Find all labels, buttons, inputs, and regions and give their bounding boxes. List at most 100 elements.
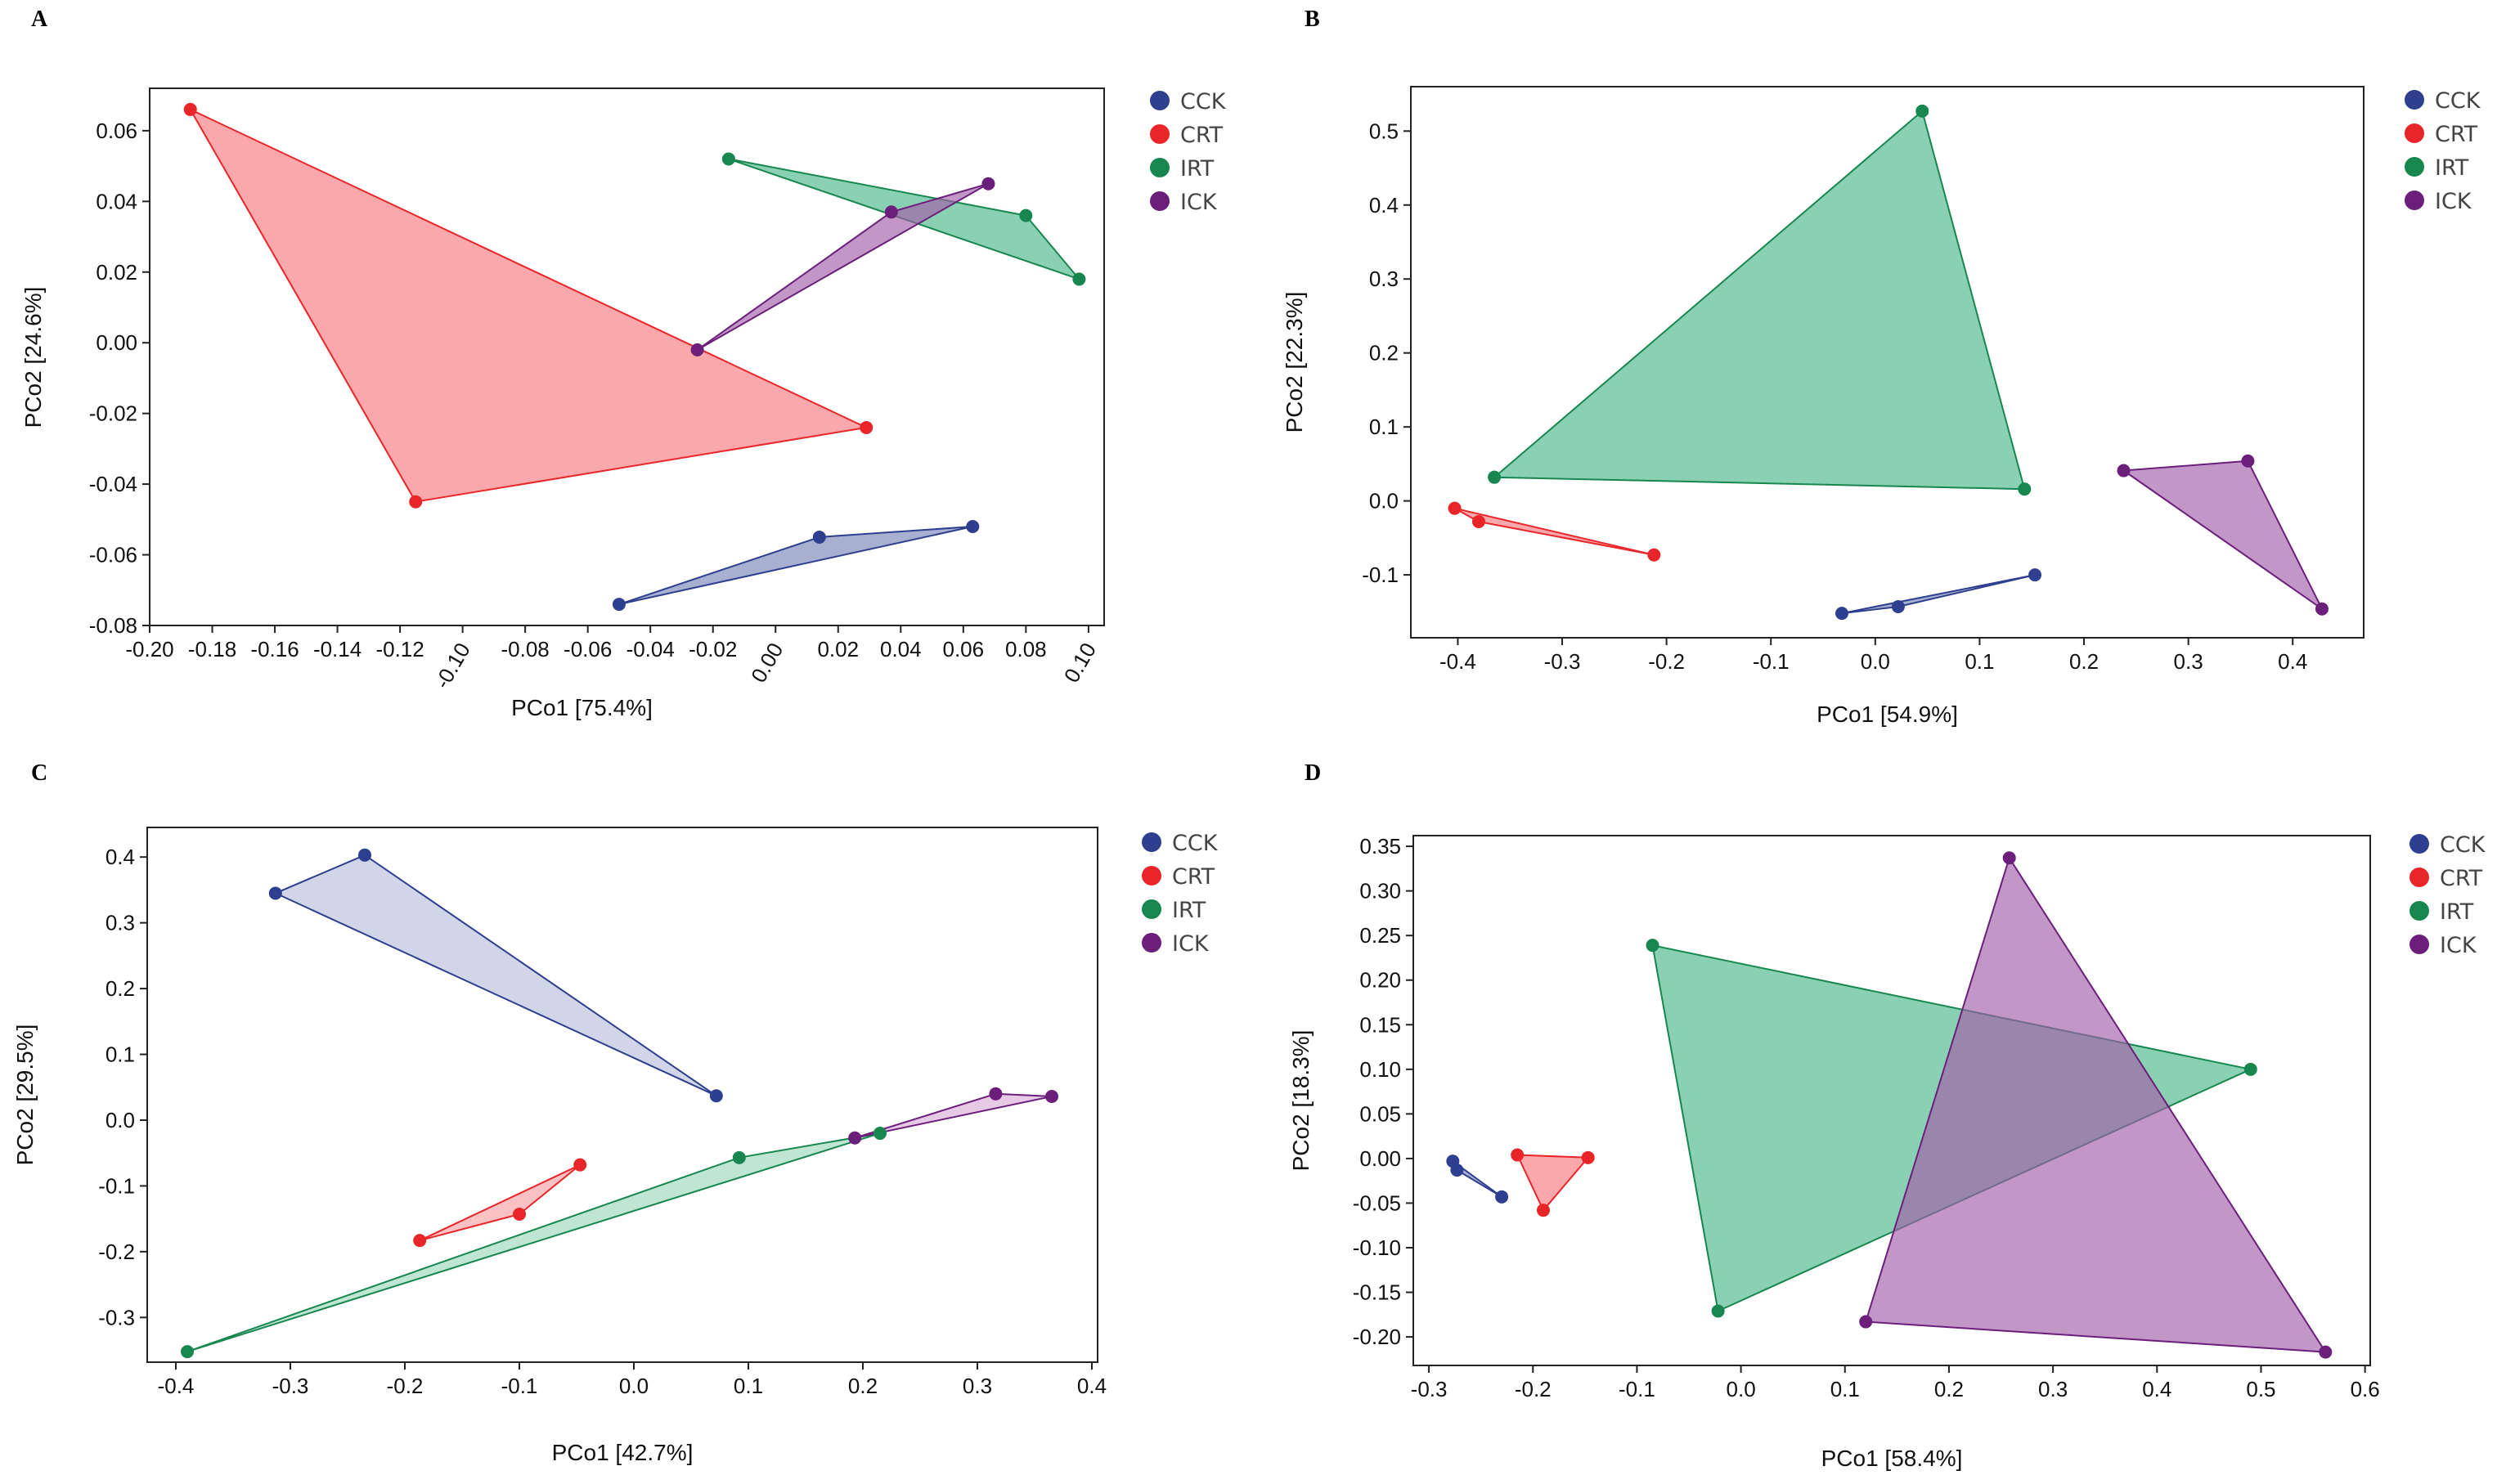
point-irt-3 [1072, 272, 1086, 286]
point-irt-2 [1711, 1304, 1725, 1318]
point-cck-2 [358, 848, 371, 862]
y-tick-label: 0.2 [106, 976, 135, 1001]
legend-label-crt: CRT [2435, 122, 2478, 147]
y-tick-label: -0.06 [89, 543, 137, 567]
legend-marker-irt [2409, 901, 2429, 921]
legend-label-ick: ICK [1172, 931, 1210, 957]
legend-marker-crt [1150, 124, 1170, 144]
y-tick-label: 0.04 [96, 189, 137, 213]
point-cck-2 [1891, 600, 1905, 614]
point-cck-3 [709, 1089, 723, 1103]
x-tick-label: 0.06 [943, 637, 985, 661]
group-hulls [1452, 857, 2327, 1353]
x-axis-label: PCo1 [42.7%] [552, 1440, 694, 1465]
y-tick-label: 0.3 [1369, 267, 1399, 291]
y-tick-label: 0.1 [1369, 415, 1399, 439]
hull-ick [854, 1092, 1053, 1139]
point-ick-2 [2241, 454, 2255, 468]
x-tick-label: 0.2 [1934, 1377, 1964, 1401]
group-points [1448, 104, 2329, 621]
legend-marker-cck [2409, 834, 2429, 854]
legend-marker-ick [2405, 191, 2424, 210]
point-cck-1 [268, 886, 282, 900]
x-tick-label: -0.18 [188, 637, 236, 661]
y-tick-label: -0.10 [1353, 1235, 1401, 1260]
legend-label-cck: CCK [1172, 831, 1219, 856]
point-cck-3 [2028, 568, 2042, 582]
y-tick-label: 0.25 [1359, 923, 1401, 948]
legend-label-cck: CCK [2440, 832, 2486, 858]
y-tick-label: -0.2 [98, 1240, 135, 1264]
x-tick-label: -0.3 [272, 1374, 309, 1398]
panel-letter: D [1305, 760, 1321, 786]
x-tick-label: 0.04 [880, 637, 922, 661]
y-tick-label: 0.00 [1359, 1146, 1401, 1171]
legend-label-crt: CRT [1172, 864, 1215, 890]
legend-label-crt: CRT [1180, 123, 1224, 148]
hull-cck [1841, 574, 2037, 615]
point-cck-2 [1450, 1163, 1464, 1177]
y-tick-label: 0.0 [1369, 489, 1399, 513]
hull-cck [618, 526, 974, 606]
y-tick-label: 0.3 [106, 911, 135, 935]
x-tick-label: -0.4 [1439, 649, 1476, 674]
point-irt-2 [1019, 208, 1033, 222]
x-tick-label: 0.4 [2142, 1377, 2171, 1401]
hull-ick [2122, 460, 2323, 610]
point-irt-1 [181, 1345, 194, 1359]
x-tick-label: -0.3 [1411, 1377, 1448, 1401]
point-crt-3 [860, 420, 874, 434]
x-tick-label: -0.1 [501, 1374, 538, 1398]
point-crt-1 [183, 102, 197, 116]
y-tick-label: 0.05 [1359, 1101, 1401, 1126]
legend-marker-ick [2409, 935, 2429, 954]
y-tick-label: -0.15 [1353, 1280, 1401, 1305]
point-crt-2 [409, 495, 423, 509]
x-tick-label: -0.06 [564, 637, 612, 661]
legend-marker-cck [1142, 832, 1161, 852]
x-tick-label: 0.3 [963, 1374, 992, 1398]
group-points [1446, 851, 2333, 1359]
x-axis-label: PCo1 [58.4%] [1821, 1446, 1963, 1471]
x-tick-label: -0.16 [250, 637, 299, 661]
y-tick-label: 0.4 [1369, 193, 1399, 217]
x-tick-label: 0.0 [619, 1374, 649, 1398]
hull-ick [1865, 857, 2327, 1353]
point-ick-1 [690, 343, 704, 356]
y-tick-label: -0.20 [1353, 1325, 1401, 1349]
point-ick-3 [2315, 602, 2329, 616]
y-tick-label: 0.06 [96, 119, 137, 143]
legend-label-cck: CCK [2435, 88, 2481, 114]
panel-b: B -0.1 0.0 0.1 0.2 0.3 0.4 0.5 -0.4 -0.3 -0.2 -0.1 0… [1282, 7, 2481, 727]
point-crt-3 [573, 1158, 587, 1172]
x-tick-label: -0.2 [387, 1374, 424, 1398]
group-hulls [186, 854, 1053, 1353]
panel-a: A -0.08 -0.06 -0.04 -0.02 0.00 0.02 0.04 0.06 -0.… [20, 7, 1227, 720]
point-cck-3 [1495, 1190, 1509, 1204]
legend-label-crt: CRT [2440, 866, 2483, 891]
legend-marker-cck [1150, 91, 1170, 110]
point-irt-1 [1646, 939, 1659, 953]
point-crt-1 [1448, 501, 1462, 515]
x-tick-label: 0.0 [1727, 1377, 1756, 1401]
legend-label-ick: ICK [1180, 190, 1218, 215]
x-tick-label: -0.1 [1753, 649, 1790, 674]
hull-ick [696, 182, 990, 351]
hull-crt [189, 108, 868, 503]
y-tick-label: -0.1 [98, 1173, 135, 1198]
y-tick-label: 0.1 [106, 1042, 135, 1067]
y-tick-label: 0.0 [106, 1108, 135, 1132]
legend: CCK CRT IRT ICK [1150, 89, 1227, 215]
x-tick-label: -0.2 [1648, 649, 1685, 674]
point-ick-2 [989, 1087, 1003, 1101]
legend-marker-ick [1142, 933, 1161, 953]
y-tick-label: 0.00 [96, 330, 137, 355]
x-tick-label: 0.3 [2038, 1377, 2068, 1401]
point-cck-2 [812, 530, 826, 544]
panel-letter: C [31, 760, 47, 786]
y-tick-label: 0.35 [1359, 834, 1401, 859]
legend-label-cck: CCK [1180, 89, 1227, 114]
legend-label-ick: ICK [2435, 189, 2472, 214]
point-crt-2 [1536, 1204, 1550, 1217]
